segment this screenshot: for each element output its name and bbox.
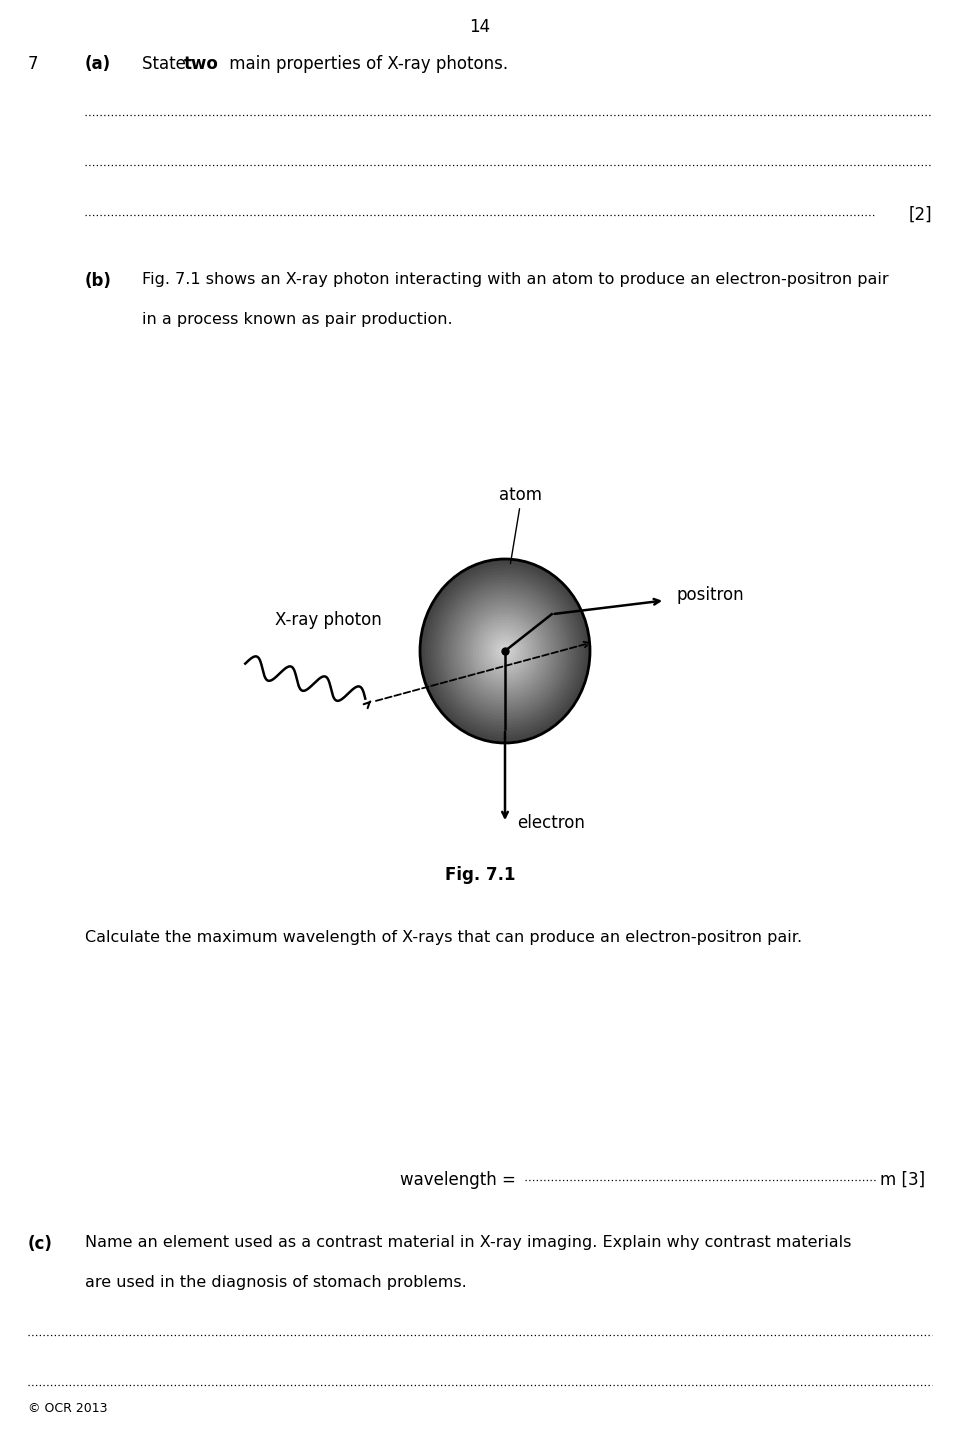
Ellipse shape	[479, 624, 531, 678]
Ellipse shape	[482, 627, 528, 675]
Ellipse shape	[493, 638, 516, 663]
Ellipse shape	[434, 574, 576, 728]
Ellipse shape	[491, 635, 519, 667]
Ellipse shape	[448, 590, 562, 713]
Ellipse shape	[499, 645, 511, 657]
Ellipse shape	[466, 608, 544, 694]
Ellipse shape	[440, 581, 570, 721]
Text: State: State	[142, 54, 191, 73]
Text: [2]: [2]	[908, 206, 932, 225]
Text: are used in the diagnosis of stomach problems.: are used in the diagnosis of stomach pro…	[85, 1275, 467, 1289]
Text: electron: electron	[517, 814, 585, 831]
Ellipse shape	[463, 605, 547, 697]
Text: 7: 7	[28, 54, 38, 73]
Ellipse shape	[502, 648, 508, 654]
Ellipse shape	[460, 602, 550, 700]
Ellipse shape	[451, 592, 559, 710]
Text: wavelength =: wavelength =	[400, 1171, 521, 1189]
Text: Name an element used as a contrast material in X-ray imaging. Explain why contra: Name an element used as a contrast mater…	[85, 1235, 852, 1251]
Ellipse shape	[425, 565, 585, 737]
Ellipse shape	[431, 571, 579, 731]
Ellipse shape	[496, 641, 514, 660]
Text: two: two	[184, 54, 219, 73]
Text: main properties of X-ray photons.: main properties of X-ray photons.	[224, 54, 508, 73]
Text: (c): (c)	[28, 1235, 53, 1254]
Ellipse shape	[445, 587, 564, 716]
Ellipse shape	[437, 577, 573, 724]
Text: X-ray photon: X-ray photon	[276, 611, 382, 628]
Ellipse shape	[471, 614, 539, 688]
Text: m [3]: m [3]	[880, 1171, 925, 1189]
Text: (a): (a)	[85, 54, 111, 73]
Ellipse shape	[485, 630, 525, 673]
Ellipse shape	[443, 584, 567, 718]
Text: in a process known as pair production.: in a process known as pair production.	[142, 312, 452, 328]
Text: Fig. 7.1: Fig. 7.1	[444, 866, 516, 884]
Ellipse shape	[420, 560, 590, 743]
Ellipse shape	[477, 620, 534, 681]
Ellipse shape	[457, 598, 553, 703]
Ellipse shape	[488, 633, 522, 670]
Text: Fig. 7.1 shows an X-ray photon interacting with an atom to produce an electron-p: Fig. 7.1 shows an X-ray photon interacti…	[142, 272, 889, 288]
Text: Calculate the maximum wavelength of X-rays that can produce an electron-positron: Calculate the maximum wavelength of X-ra…	[85, 930, 803, 944]
Text: atom: atom	[498, 487, 541, 504]
Ellipse shape	[474, 617, 537, 684]
Ellipse shape	[454, 595, 556, 707]
Text: © OCR 2013: © OCR 2013	[28, 1402, 108, 1415]
Ellipse shape	[422, 562, 588, 740]
Text: (b): (b)	[85, 272, 112, 290]
Ellipse shape	[428, 568, 582, 734]
Ellipse shape	[468, 611, 541, 691]
Text: positron: positron	[677, 587, 745, 604]
Text: 14: 14	[469, 19, 491, 36]
